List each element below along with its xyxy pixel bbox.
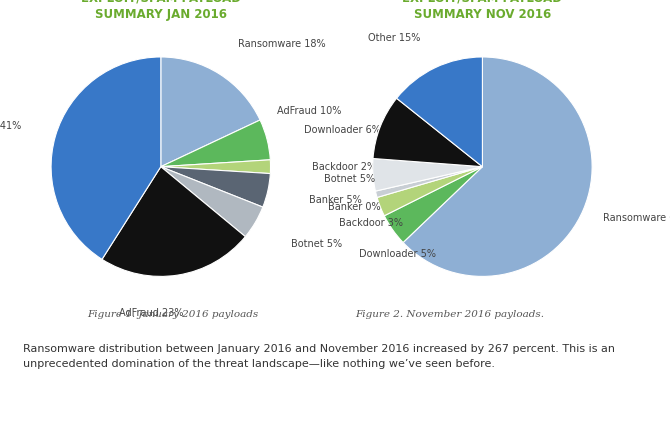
Text: Backdoor 2%: Backdoor 2% [312,162,377,172]
Wedge shape [377,167,482,216]
Title: EXPLOIT/SPAM PAYLOAD
SUMMARY JAN 2016: EXPLOIT/SPAM PAYLOAD SUMMARY JAN 2016 [81,0,241,22]
Text: Banker 5%: Banker 5% [309,195,361,205]
Wedge shape [373,159,482,191]
Text: Ransomware distribution between January 2016 and November 2016 increased by 267 : Ransomware distribution between January … [23,344,616,369]
Wedge shape [373,98,482,167]
Text: Figure 1. January 2016 payloads: Figure 1. January 2016 payloads [87,310,259,319]
Text: Botnet 5%: Botnet 5% [291,239,342,249]
Wedge shape [403,57,592,276]
Wedge shape [161,57,260,167]
Text: Other 41%: Other 41% [0,121,21,131]
Wedge shape [161,120,270,167]
Wedge shape [385,167,482,243]
Text: Ransomware 18%: Ransomware 18% [239,39,326,49]
Wedge shape [161,167,263,237]
Text: AdFraud 23%: AdFraud 23% [119,308,184,318]
Text: Other 15%: Other 15% [368,33,421,43]
Text: Botnet 5%: Botnet 5% [324,173,375,184]
Wedge shape [102,167,245,276]
Text: Downloader 5%: Downloader 5% [358,249,436,259]
Wedge shape [375,167,482,197]
Wedge shape [397,57,482,167]
Title: EXPLOIT/SPAM PAYLOAD
SUMMARY NOV 2016: EXPLOIT/SPAM PAYLOAD SUMMARY NOV 2016 [403,0,562,22]
Text: Backdoor 3%: Backdoor 3% [340,218,403,228]
Text: Banker 0%: Banker 0% [328,202,381,212]
Text: Downloader 6%: Downloader 6% [304,125,381,135]
Text: Figure 2. November 2016 payloads.: Figure 2. November 2016 payloads. [355,310,544,319]
Text: AdFraud 10%: AdFraud 10% [277,106,342,116]
Wedge shape [51,57,161,260]
Wedge shape [161,160,271,173]
Text: Ransomware 66%: Ransomware 66% [604,214,670,223]
Wedge shape [161,167,270,207]
